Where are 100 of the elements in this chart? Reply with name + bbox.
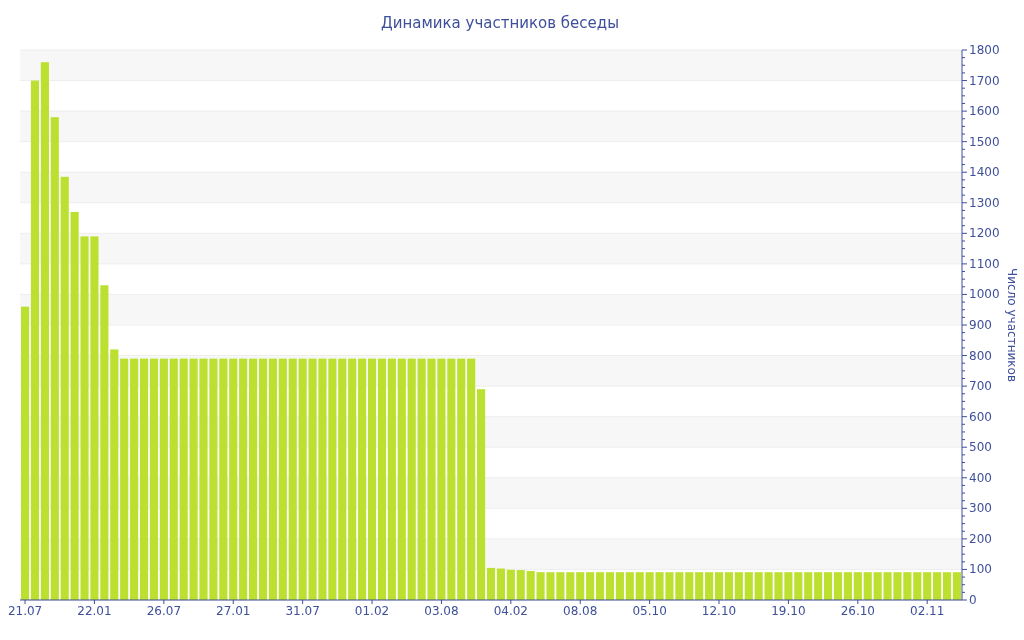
y-tick-label: 1500	[969, 134, 1000, 149]
bar	[377, 358, 387, 600]
bar	[496, 568, 505, 600]
y-tick-label: 700	[969, 379, 992, 394]
bar	[576, 572, 585, 600]
x-tick-label: 03.08	[424, 604, 459, 618]
bar	[447, 358, 456, 600]
y-tick-label: 0	[969, 593, 977, 607]
bar	[338, 358, 347, 600]
bar	[923, 572, 932, 600]
y-tick-label: 800	[969, 348, 992, 363]
bar	[843, 572, 852, 600]
x-tick-label: 12.10	[701, 604, 737, 618]
bar	[863, 572, 872, 600]
y-tick-label: 1800	[969, 43, 1000, 57]
bar	[566, 572, 575, 600]
bar	[794, 572, 803, 600]
y-tick-label: 1000	[969, 287, 1000, 302]
bar	[249, 358, 258, 600]
bar	[526, 570, 535, 600]
bar	[635, 572, 644, 600]
bar	[20, 306, 30, 600]
bar	[407, 358, 416, 600]
bar	[705, 572, 714, 600]
bar	[159, 358, 168, 600]
bar	[219, 358, 228, 600]
bar	[952, 572, 962, 600]
bar	[804, 572, 813, 600]
bar	[387, 358, 396, 600]
bar	[397, 358, 406, 600]
x-tick-label: 26.07	[146, 604, 182, 618]
bar	[685, 572, 694, 600]
bar	[516, 570, 525, 600]
bar	[724, 572, 733, 600]
bar	[615, 572, 624, 600]
x-tick-label: 19.10	[771, 604, 806, 618]
bar	[605, 572, 615, 600]
bar	[457, 358, 466, 600]
y-tick-label: 1200	[969, 226, 1000, 241]
bar	[814, 572, 823, 600]
bar	[695, 572, 704, 600]
bar	[506, 569, 515, 600]
bar	[60, 176, 69, 600]
y-axis-title: Число участников	[1005, 268, 1019, 382]
x-tick-label: 31.07	[285, 604, 320, 618]
bar	[754, 572, 763, 600]
x-tick-label: 04.02	[493, 604, 529, 618]
y-tick-label: 1400	[969, 165, 1000, 180]
bar	[169, 358, 178, 600]
bar	[714, 572, 724, 600]
bar	[595, 572, 605, 600]
x-tick-label: 27.01	[216, 604, 251, 618]
bar	[367, 358, 377, 600]
y-tick-label: 400	[969, 470, 992, 485]
y-tick-label: 600	[969, 409, 992, 424]
x-tick-label: 26.10	[840, 604, 875, 618]
y-tick-label: 200	[969, 531, 992, 546]
bar	[467, 358, 476, 600]
x-tick-label: 08.08	[563, 604, 598, 618]
x-tick-label: 05.10	[632, 604, 667, 618]
bar	[913, 572, 922, 600]
bar	[824, 572, 833, 600]
bar	[734, 572, 743, 600]
y-tick-label: 100	[969, 562, 992, 577]
bar	[358, 358, 367, 600]
bar	[149, 358, 158, 600]
bar	[130, 358, 139, 600]
bar	[486, 567, 496, 600]
bar	[120, 358, 129, 600]
bar	[278, 358, 287, 600]
bar	[942, 572, 952, 600]
y-tick-label: 300	[969, 501, 992, 516]
bar	[586, 572, 595, 600]
bar	[110, 349, 119, 600]
y-tick-label: 1100	[969, 256, 1000, 271]
bar	[833, 572, 843, 600]
y-tick-label: 1300	[969, 195, 1000, 210]
x-tick-label: 02.11	[910, 604, 945, 618]
bar	[40, 62, 49, 600]
bar	[288, 358, 297, 600]
x-tick-label: 01.02	[354, 604, 390, 618]
bar	[30, 80, 40, 600]
y-tick-label: 500	[969, 440, 992, 455]
bar	[50, 117, 59, 600]
bar	[853, 572, 862, 600]
bar	[625, 572, 634, 600]
bar	[744, 572, 753, 600]
bar	[477, 389, 486, 600]
bar	[229, 358, 238, 600]
x-tick-label: 22.01	[77, 604, 112, 618]
bar	[139, 358, 149, 600]
bar	[268, 358, 277, 600]
bar	[239, 358, 248, 600]
y-tick-label: 900	[969, 318, 992, 332]
y-tick-label: 1600	[969, 104, 1000, 119]
bar	[258, 358, 268, 600]
bar	[933, 572, 942, 600]
bar	[348, 358, 357, 600]
bar	[179, 358, 188, 600]
y-tick-label: 1700	[969, 73, 1000, 88]
